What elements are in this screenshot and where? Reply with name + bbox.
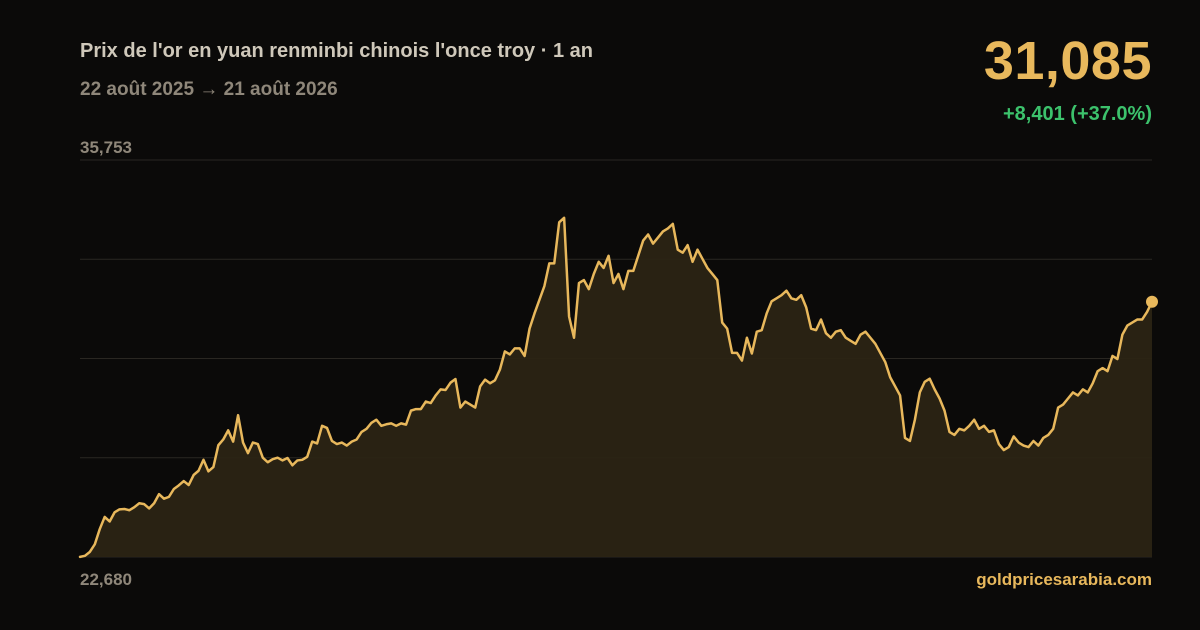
source-link[interactable]: goldpricesarabia.com — [976, 570, 1152, 589]
y-min-label: 22,680 — [80, 570, 132, 589]
date-range: 22 août 2025 → 21 août 2026 — [80, 79, 338, 100]
price-line — [78, 216, 1154, 559]
price-change: +8,401 (+37.0%) — [1003, 103, 1152, 125]
y-max-label: 35,753 — [80, 138, 132, 157]
price-area — [80, 217, 1152, 558]
chart-title: Prix de l'or en yuan renminbi chinois l'… — [80, 40, 593, 62]
current-price: 31,085 — [983, 31, 1152, 91]
last-point-marker — [1146, 295, 1158, 308]
